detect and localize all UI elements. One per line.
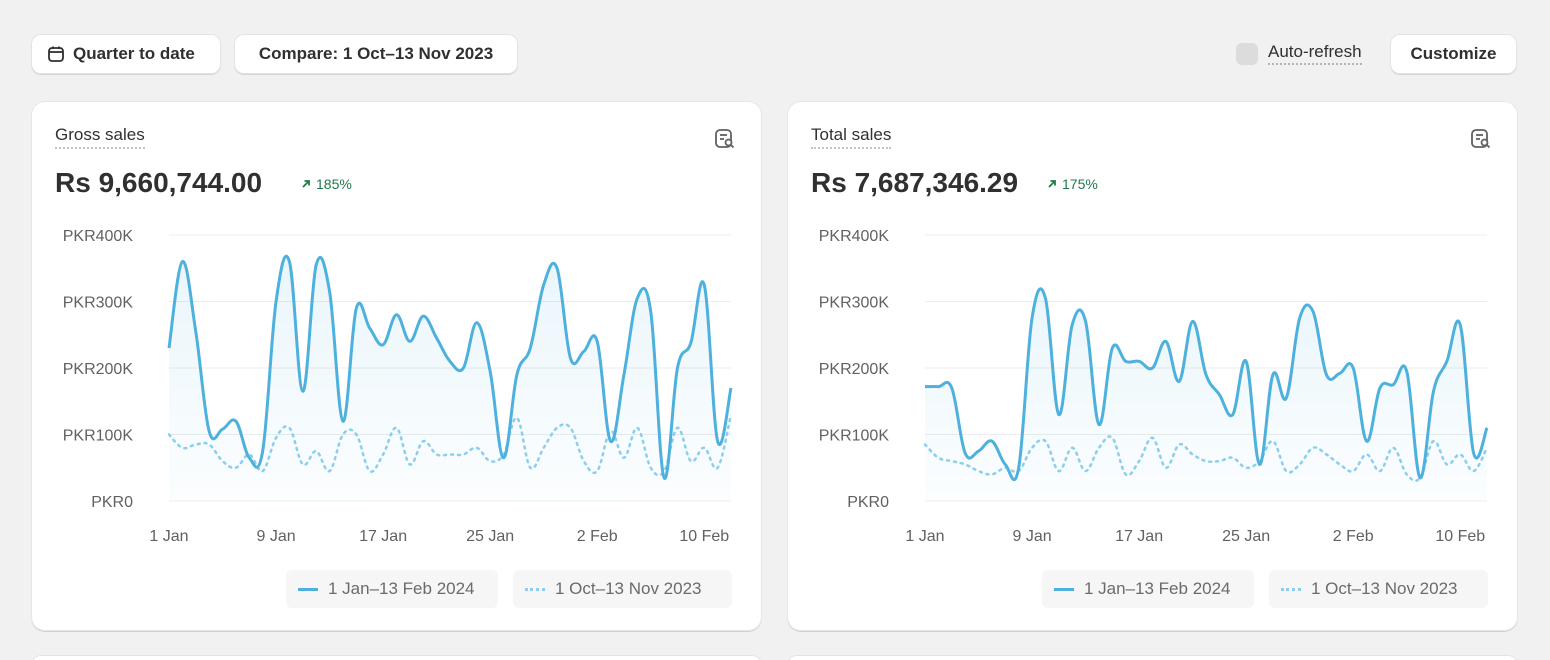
current-period-line [924,287,1489,482]
change-badge: 175% [1047,176,1098,192]
x-tick-label: 2 Feb [577,528,618,545]
gross-sales-chart: PKR0 PKR100K PKR200K PKR300K PKR400K 1 Jan 9 J… [63,228,733,545]
legend-label: 1 Jan–13 Feb 2024 [1084,579,1231,598]
legend-previous[interactable]: 1 Oct–13 Nov 2023 [513,570,732,608]
x-tick-label: 1 Jan [905,528,944,545]
current-period-area [169,256,731,501]
card-title[interactable]: Gross sales [55,125,145,149]
next-card-top [787,655,1518,660]
card-title[interactable]: Total sales [811,125,892,149]
calendar-icon [47,45,65,63]
legend-label: 1 Jan–13 Feb 2024 [328,579,475,598]
y-tick-label: PKR200K [819,361,890,378]
arrow-up-right-icon [301,176,311,192]
y-tick-label: PKR300K [63,295,134,312]
x-tick-label: 25 Jan [466,528,514,545]
y-tick-label: PKR400K [819,228,890,245]
x-tick-label: 1 Jan [149,528,188,545]
legend-dotted-swatch [1281,587,1301,591]
x-tick-label: 9 Jan [256,528,295,545]
explore-report-icon[interactable] [714,128,736,155]
legend-solid-swatch [298,587,318,591]
legend-current[interactable]: 1 Jan–13 Feb 2024 [1042,570,1254,608]
explore-report-icon[interactable] [1470,128,1492,155]
auto-refresh-toggle[interactable]: Auto-refresh [1236,42,1362,65]
current-period-line [167,254,733,480]
gross-sales-card: Gross sales Rs 9,660,744.00 185% PKR0 PKR… [31,101,762,631]
compare-button[interactable]: Compare: 1 Oct–13 Nov 2023 [234,34,518,74]
auto-refresh-checkbox[interactable] [1236,42,1258,65]
legend-solid-swatch [1054,587,1074,591]
auto-refresh-label: Auto-refresh [1268,42,1362,65]
y-tick-label: PKR400K [63,228,134,245]
customize-button[interactable]: Customize [1390,34,1517,74]
next-card-top [31,655,762,660]
x-tick-label: 25 Jan [1222,528,1270,545]
change-value: 185% [316,176,352,192]
y-tick-label: PKR0 [847,494,889,511]
y-tick-label: PKR100K [819,428,890,445]
x-tick-label: 17 Jan [359,528,407,545]
legend-current[interactable]: 1 Jan–13 Feb 2024 [286,570,498,608]
x-tick-label: 10 Feb [679,528,729,545]
x-tick-label: 9 Jan [1012,528,1051,545]
y-tick-label: PKR300K [819,295,890,312]
total-sales-chart: PKR0 PKR100K PKR200K PKR300K PKR400K 1 Jan 9 J… [819,228,1489,545]
date-range-label: Quarter to date [73,44,195,63]
card-value: Rs 9,660,744.00 [55,167,263,198]
customize-label: Customize [1410,44,1497,63]
x-tick-label: 2 Feb [1333,528,1374,545]
legend-label: 1 Oct–13 Nov 2023 [1311,579,1458,598]
y-tick-label: PKR0 [91,494,133,511]
card-value: Rs 7,687,346.29 [811,167,1019,198]
x-tick-label: 17 Jan [1115,528,1163,545]
date-range-button[interactable]: Quarter to date [31,34,221,74]
compare-label: Compare: 1 Oct–13 Nov 2023 [258,44,494,63]
current-period-area [925,288,1487,501]
y-tick-label: PKR200K [63,361,134,378]
change-value: 175% [1062,176,1098,192]
legend-dotted-swatch [525,587,545,591]
legend-label: 1 Oct–13 Nov 2023 [555,579,702,598]
y-tick-label: PKR100K [63,428,134,445]
change-badge: 185% [301,176,352,192]
x-tick-label: 10 Feb [1435,528,1485,545]
total-sales-card: Total sales Rs 7,687,346.29 175% PKR0 PKR… [787,101,1518,631]
arrow-up-right-icon [1047,176,1057,192]
legend-previous[interactable]: 1 Oct–13 Nov 2023 [1269,570,1488,608]
